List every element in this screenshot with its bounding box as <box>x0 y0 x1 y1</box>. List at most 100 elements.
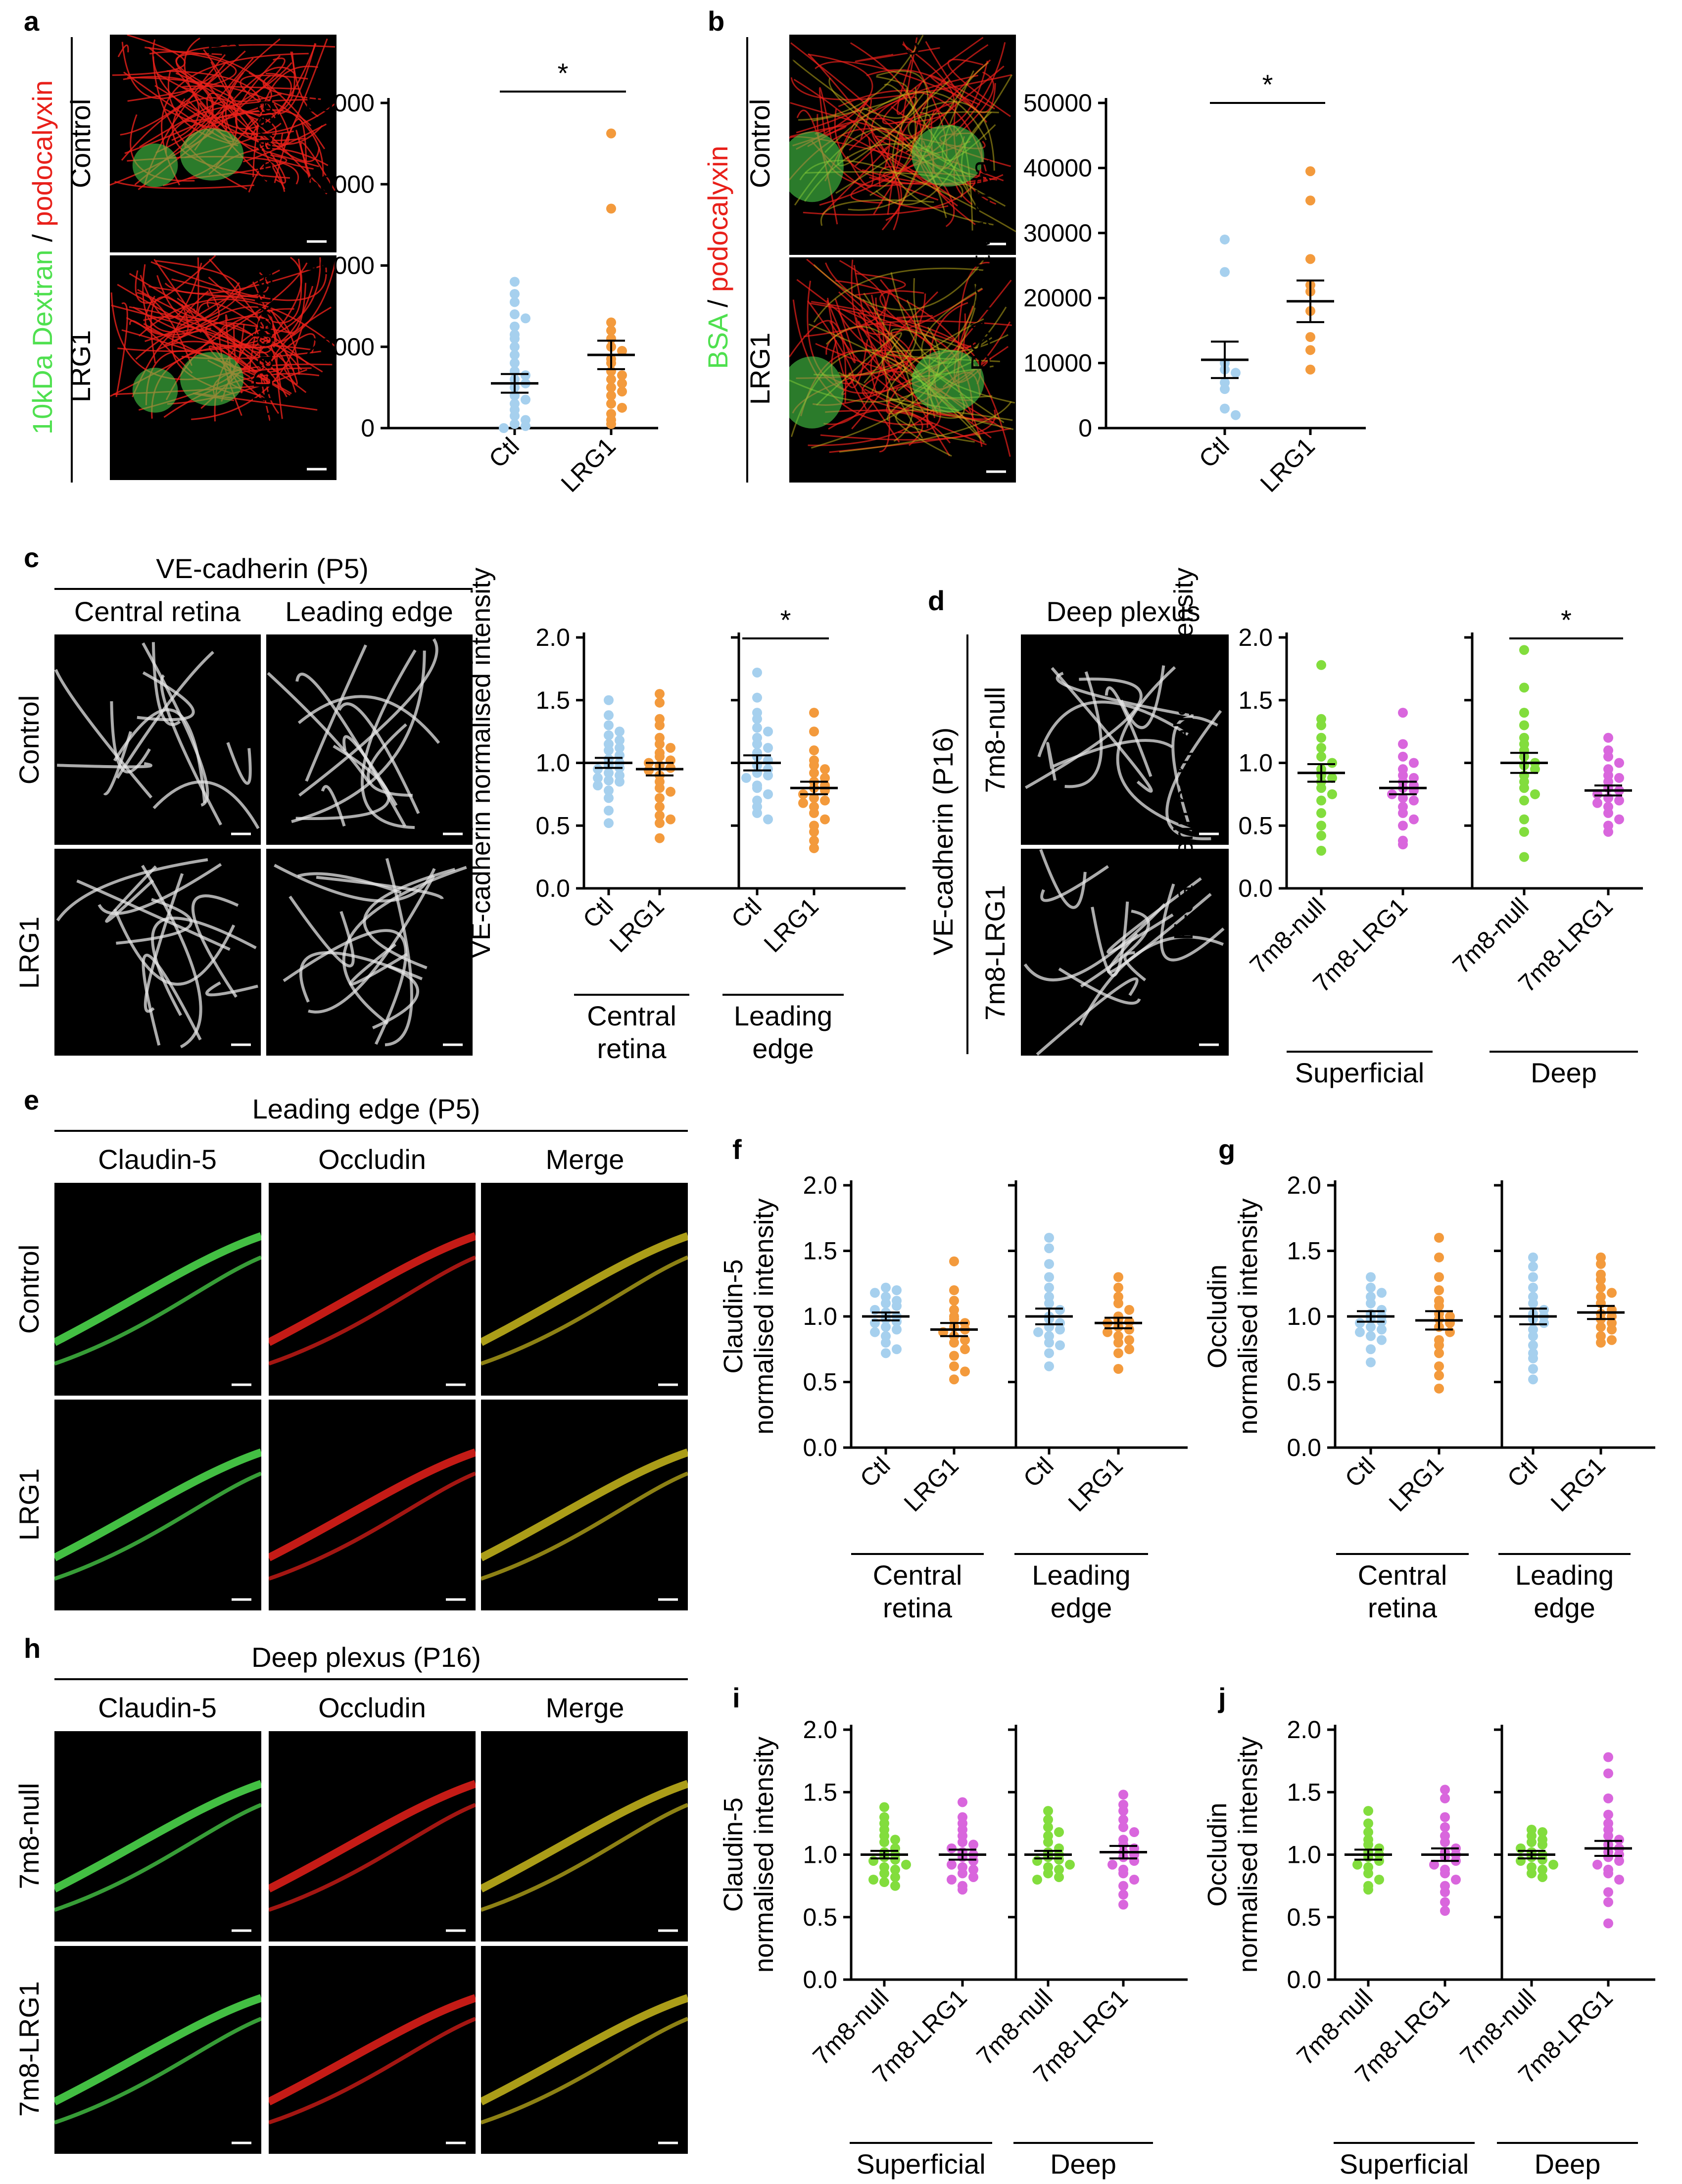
data-point <box>1220 384 1230 394</box>
vessel-segment <box>111 304 269 359</box>
y-tick-label: 2.0 <box>1287 1171 1321 1199</box>
image-content <box>54 1780 261 1912</box>
data-point <box>968 1864 978 1875</box>
data-point <box>617 378 627 388</box>
data-point <box>1366 1322 1376 1332</box>
data-point <box>1434 1233 1444 1243</box>
vessel-segment <box>269 1994 476 2106</box>
data-point <box>617 370 627 381</box>
vessel-segment <box>481 1780 688 1893</box>
vessel-segment <box>342 866 467 1025</box>
vessel-segment <box>1106 893 1212 974</box>
data-point <box>1603 1918 1613 1929</box>
data-point <box>879 1868 889 1879</box>
data-point <box>1327 773 1337 783</box>
x-tick-label: Ctl <box>726 892 767 933</box>
data-point <box>809 760 819 771</box>
data-point <box>1603 1852 1613 1862</box>
group-label: Leading <box>1515 1559 1614 1591</box>
vessel-segment <box>862 87 917 119</box>
image-content <box>54 1448 261 1581</box>
data-point <box>604 710 614 721</box>
vessel-segment <box>1116 666 1193 831</box>
fluorescence-blob <box>912 125 984 187</box>
image-content <box>269 1448 476 1581</box>
x-tick-label: Ctl <box>1018 1452 1059 1493</box>
vessel-segment <box>54 1994 261 2106</box>
panel-letter-e: e <box>24 1084 39 1116</box>
data-point <box>1316 743 1326 753</box>
group-label: retina <box>883 1592 953 1623</box>
vessel-segment <box>164 103 336 135</box>
data-point <box>1527 1837 1537 1847</box>
data-point <box>1528 1364 1538 1374</box>
data-point <box>1124 1305 1134 1315</box>
image-content <box>481 1232 688 1366</box>
vessel-segment <box>955 71 995 137</box>
data-point <box>1440 1868 1450 1879</box>
data-point <box>1603 826 1613 837</box>
y-tick-label: 1.0 <box>1287 1841 1321 1869</box>
group-label: edge <box>1534 1592 1595 1623</box>
data-point <box>1429 1859 1439 1870</box>
data-point <box>655 783 665 793</box>
data-point <box>617 345 627 356</box>
vessel-segment <box>922 101 995 171</box>
vessel-segment <box>820 199 934 226</box>
data-point <box>1363 1840 1373 1850</box>
vessel-segment <box>191 894 239 998</box>
y-tick-label: 2.0 <box>535 624 570 651</box>
panel-letter-a: a <box>24 5 40 37</box>
vessel-segment <box>97 863 222 915</box>
data-point <box>1603 751 1613 762</box>
data-point <box>752 667 762 678</box>
vessel-segment <box>54 1471 261 1581</box>
data-point <box>1316 808 1326 818</box>
vessel-segment <box>269 1255 476 1366</box>
group-label: Superficial <box>1295 1057 1424 1088</box>
vessel-segment <box>113 708 206 803</box>
chart-f: 0.0 0.5 1.0 1.5 2.0 Claudin-5 normalised inten… <box>719 1171 1188 1623</box>
significance-star: * <box>1262 69 1273 100</box>
data-point <box>1363 1827 1373 1838</box>
y-axis-label: normalised intensity <box>749 1737 779 1973</box>
data-point <box>606 382 616 392</box>
chart-c: 0.0 0.5 1.0 1.5 2.0 VE-cadherin normalised in… <box>466 568 906 1064</box>
vessel-segment <box>151 917 257 1017</box>
data-point <box>510 350 520 360</box>
image-content <box>1023 849 1225 1056</box>
data-point <box>949 1296 959 1306</box>
data-point <box>1519 795 1529 806</box>
data-point <box>1316 783 1326 793</box>
panel-c-row-1: LRG1 <box>13 917 45 989</box>
panel-h-col-0: Claudin-5 <box>98 1692 217 1723</box>
data-point <box>615 727 625 737</box>
panel-e-title: Leading edge (P5) <box>252 1093 481 1124</box>
vessel-segment <box>175 52 234 99</box>
data-point <box>615 743 625 753</box>
data-point <box>881 1298 891 1309</box>
data-point <box>1440 1897 1450 1907</box>
data-point <box>752 739 762 749</box>
data-point <box>1327 789 1337 799</box>
image-content <box>481 1448 688 1581</box>
data-point <box>1434 1370 1444 1381</box>
data-point <box>1528 1298 1538 1309</box>
vessel-segment <box>117 45 129 57</box>
data-point <box>901 1859 911 1870</box>
data-point <box>949 1374 959 1385</box>
significance-star: * <box>558 57 569 89</box>
data-point <box>1044 1298 1054 1309</box>
data-point <box>499 423 509 433</box>
data-point <box>1530 764 1540 775</box>
image-background <box>1021 634 1229 845</box>
data-point <box>1055 1305 1065 1315</box>
data-point <box>892 1324 902 1335</box>
group-label: edge <box>1051 1592 1112 1623</box>
panel-b-stain-label-part-2: podocalyxin <box>702 146 733 292</box>
data-point <box>1592 789 1602 799</box>
data-point <box>1440 1887 1450 1897</box>
data-point <box>809 826 819 837</box>
panel-e-col-1: Occludin <box>318 1144 426 1175</box>
vessel-segment <box>242 123 327 163</box>
